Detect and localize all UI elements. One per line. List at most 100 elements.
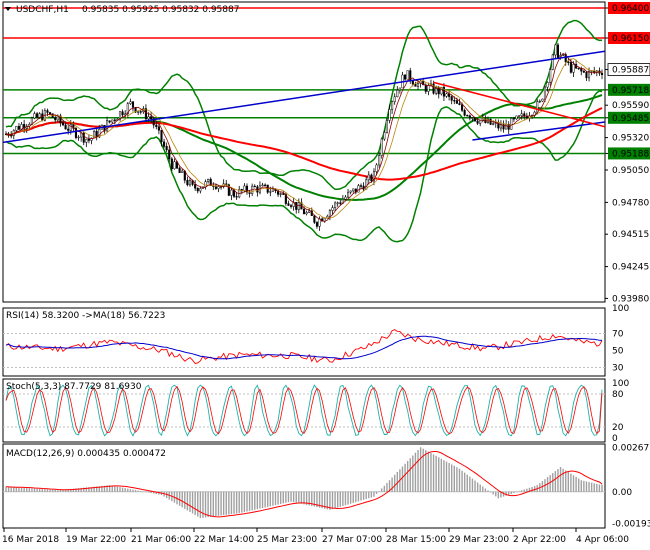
macd-histogram-bar [57, 490, 59, 492]
macd-histogram-bar [194, 491, 196, 516]
dropdown-arrow-icon[interactable] [5, 7, 11, 11]
candle-body [476, 120, 479, 124]
macd-histogram-bar [318, 491, 321, 508]
macd-histogram-bar [588, 482, 590, 492]
macd-histogram-bar [303, 491, 305, 505]
candle-body [551, 54, 554, 70]
macd-histogram-bar [339, 491, 341, 507]
macd-histogram-bar [562, 468, 564, 492]
candle-body [131, 101, 135, 108]
macd-histogram-bar [469, 476, 471, 492]
macd-histogram-bar [438, 457, 440, 492]
rsi-header: RSI(14) 58.3200 ->MA(18) 56.7223 [6, 311, 165, 321]
candle-body [15, 126, 18, 131]
trendline-blue-upper[interactable] [3, 50, 605, 144]
macd-histogram-bar [305, 491, 308, 505]
macd-histogram-bar [349, 491, 352, 504]
macd-histogram-bar [295, 491, 297, 503]
macd-histogram-bar [549, 475, 551, 492]
macd-histogram-bar [241, 491, 243, 513]
candle-body [170, 158, 173, 170]
candle-body [302, 208, 306, 215]
macd-histogram-bar [108, 485, 111, 492]
candle-body [536, 101, 539, 113]
macd-histogram-bar [95, 486, 98, 492]
time-axis: 16 Mar 2018 19 Mar 22:00 21 Mar 06:00 22 Ma… [2, 528, 629, 545]
candle-body [297, 202, 300, 210]
macd-histogram-bar [401, 466, 404, 492]
candle-body [74, 128, 78, 138]
macd-histogram-bar [414, 452, 417, 492]
candle-body [461, 104, 464, 111]
macd-histogram-bar [64, 489, 67, 492]
candle-body [245, 185, 249, 193]
macd-histogram-bar [259, 491, 261, 509]
macd-histogram-bar [114, 486, 116, 492]
candle-body [520, 113, 523, 117]
macd-histogram-bar [313, 491, 316, 507]
macd-histogram-bar [487, 490, 489, 492]
rsi-tick-label: 30 [612, 364, 624, 374]
stoch-tick-label: 0 [612, 434, 618, 444]
trendline-blue-lower[interactable] [472, 121, 605, 141]
macd-histogram-bar [463, 472, 466, 492]
macd-histogram-bar [20, 487, 23, 492]
candle-body [572, 64, 575, 73]
candle-body [445, 93, 448, 97]
candle-body [396, 89, 399, 98]
candle-body [129, 101, 132, 104]
candle-body [556, 44, 559, 58]
macd-histogram-bar [572, 475, 575, 492]
candle-body [492, 123, 495, 125]
macd-histogram-bar [451, 464, 453, 492]
macd-histogram-bar [347, 491, 349, 505]
candle-body [72, 124, 75, 129]
macd-histogram-bar [523, 489, 525, 492]
candle-body [502, 124, 505, 130]
macd-histogram-bar [370, 491, 373, 498]
candle-body [204, 181, 207, 188]
rsi-ma-line [5, 335, 603, 360]
candle-body [567, 61, 570, 63]
macd-histogram-bar [272, 491, 274, 506]
macd-histogram-bar [145, 491, 147, 493]
price-axis: 0.96400 0.96150 0.95887 0.95718 0.95590 0.954… [605, 2, 650, 530]
trendline-red[interactable] [433, 81, 605, 128]
macd-histogram-bar [230, 491, 233, 515]
rsi-pane [3, 329, 605, 368]
pane-frame-main [2, 1, 606, 303]
macd-histogram-bar [7, 486, 10, 492]
macd-histogram-bar [147, 491, 150, 493]
macd-histogram-bar [308, 491, 310, 506]
rsi-line [5, 329, 603, 365]
candle-body [554, 44, 557, 56]
candle-body [108, 120, 111, 123]
macd-header: MACD(12,26,9) 0.000435 0.000472 [6, 449, 166, 459]
macd-histogram-bar [204, 491, 207, 518]
candle-body [160, 129, 163, 143]
y-tick-label: 0.94245 [612, 263, 649, 273]
macd-histogram-bar [329, 491, 331, 510]
candle-body [277, 190, 280, 195]
macd-histogram-bar [531, 486, 533, 492]
candle-body [264, 184, 267, 187]
candle-body [194, 184, 197, 189]
candle-body [111, 119, 114, 123]
candle-body [512, 118, 515, 120]
candle-body [209, 178, 212, 186]
candle-body [359, 185, 363, 187]
macd-histogram-bar [388, 480, 391, 492]
macd-histogram-bar [500, 491, 502, 498]
candle-body [287, 203, 290, 206]
candle-body [308, 210, 311, 213]
macd-histogram-bar [251, 491, 253, 511]
macd-histogram-bar [246, 491, 248, 512]
price-tag-bg [608, 147, 650, 160]
macd-histogram-bar [311, 491, 313, 507]
candle-body [587, 70, 591, 79]
candle-body [227, 184, 230, 196]
header-row: USDCHF,H1 0.95835 0.95925 0.95832 0.9588… [5, 5, 239, 15]
macd-histogram-bar [567, 472, 570, 492]
